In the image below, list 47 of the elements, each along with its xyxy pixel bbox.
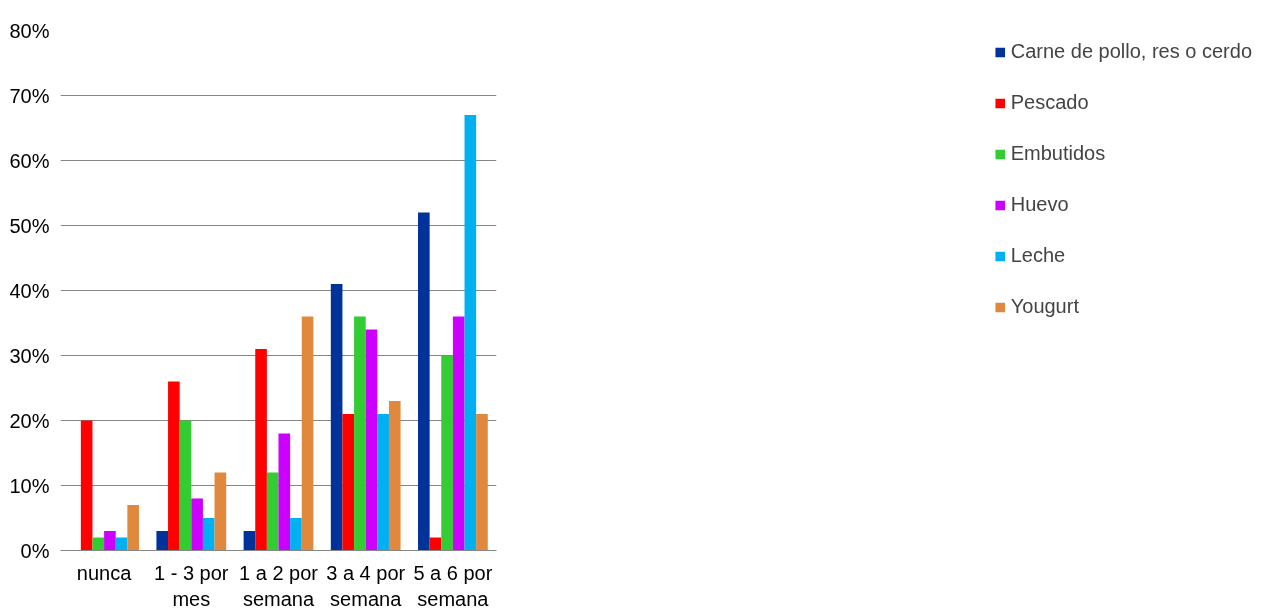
bar xyxy=(388,401,401,551)
legend-label: Leche xyxy=(1010,244,1066,267)
bar xyxy=(191,498,203,551)
bar xyxy=(365,329,378,551)
bar xyxy=(301,316,314,551)
bar xyxy=(452,316,465,551)
y-tick-label: 50% xyxy=(9,214,50,237)
bar xyxy=(266,472,279,551)
y-tick-label: 0% xyxy=(20,539,50,562)
bar xyxy=(202,518,215,551)
x-tick-label: 1 - 3 por mes xyxy=(154,561,229,610)
bar xyxy=(354,316,366,551)
bar xyxy=(441,355,453,551)
bar xyxy=(278,433,291,551)
y-tick-label: 10% xyxy=(9,474,50,497)
bar xyxy=(104,531,116,551)
bar xyxy=(92,537,105,551)
x-tick-label: 3 a 4 por semana xyxy=(326,561,406,610)
bar xyxy=(214,472,227,551)
bar xyxy=(255,349,267,551)
x-tick-label: nunca xyxy=(76,561,133,584)
y-tick-label: 30% xyxy=(9,344,50,367)
bar xyxy=(464,115,477,551)
bar xyxy=(418,212,430,551)
bar xyxy=(243,531,256,551)
bar xyxy=(476,414,488,551)
x-tick-label: 5 a 6 por semana xyxy=(413,561,493,610)
y-tick-label: 20% xyxy=(9,409,50,432)
legend-label: Yougurt xyxy=(1010,295,1079,318)
y-tick-label: 60% xyxy=(9,149,50,172)
legend-label: Carne de pollo, res o cerdo xyxy=(1010,40,1252,63)
bar xyxy=(377,414,389,551)
bar xyxy=(127,505,139,551)
y-tick-label: 80% xyxy=(9,19,50,42)
y-tick-label: 40% xyxy=(9,279,50,302)
bar xyxy=(156,531,169,551)
legend-label: Embutidos xyxy=(1010,142,1106,165)
bar xyxy=(342,414,355,551)
bar xyxy=(80,420,93,551)
legend-label: Huevo xyxy=(1010,193,1069,216)
bar xyxy=(168,381,180,551)
y-tick-label: 70% xyxy=(9,84,50,107)
legend-label: Pescado xyxy=(1010,91,1089,114)
x-tick-label: 1 a 2 por semana xyxy=(239,561,319,610)
bar xyxy=(290,518,302,551)
bar xyxy=(179,420,192,551)
bar xyxy=(330,284,343,551)
